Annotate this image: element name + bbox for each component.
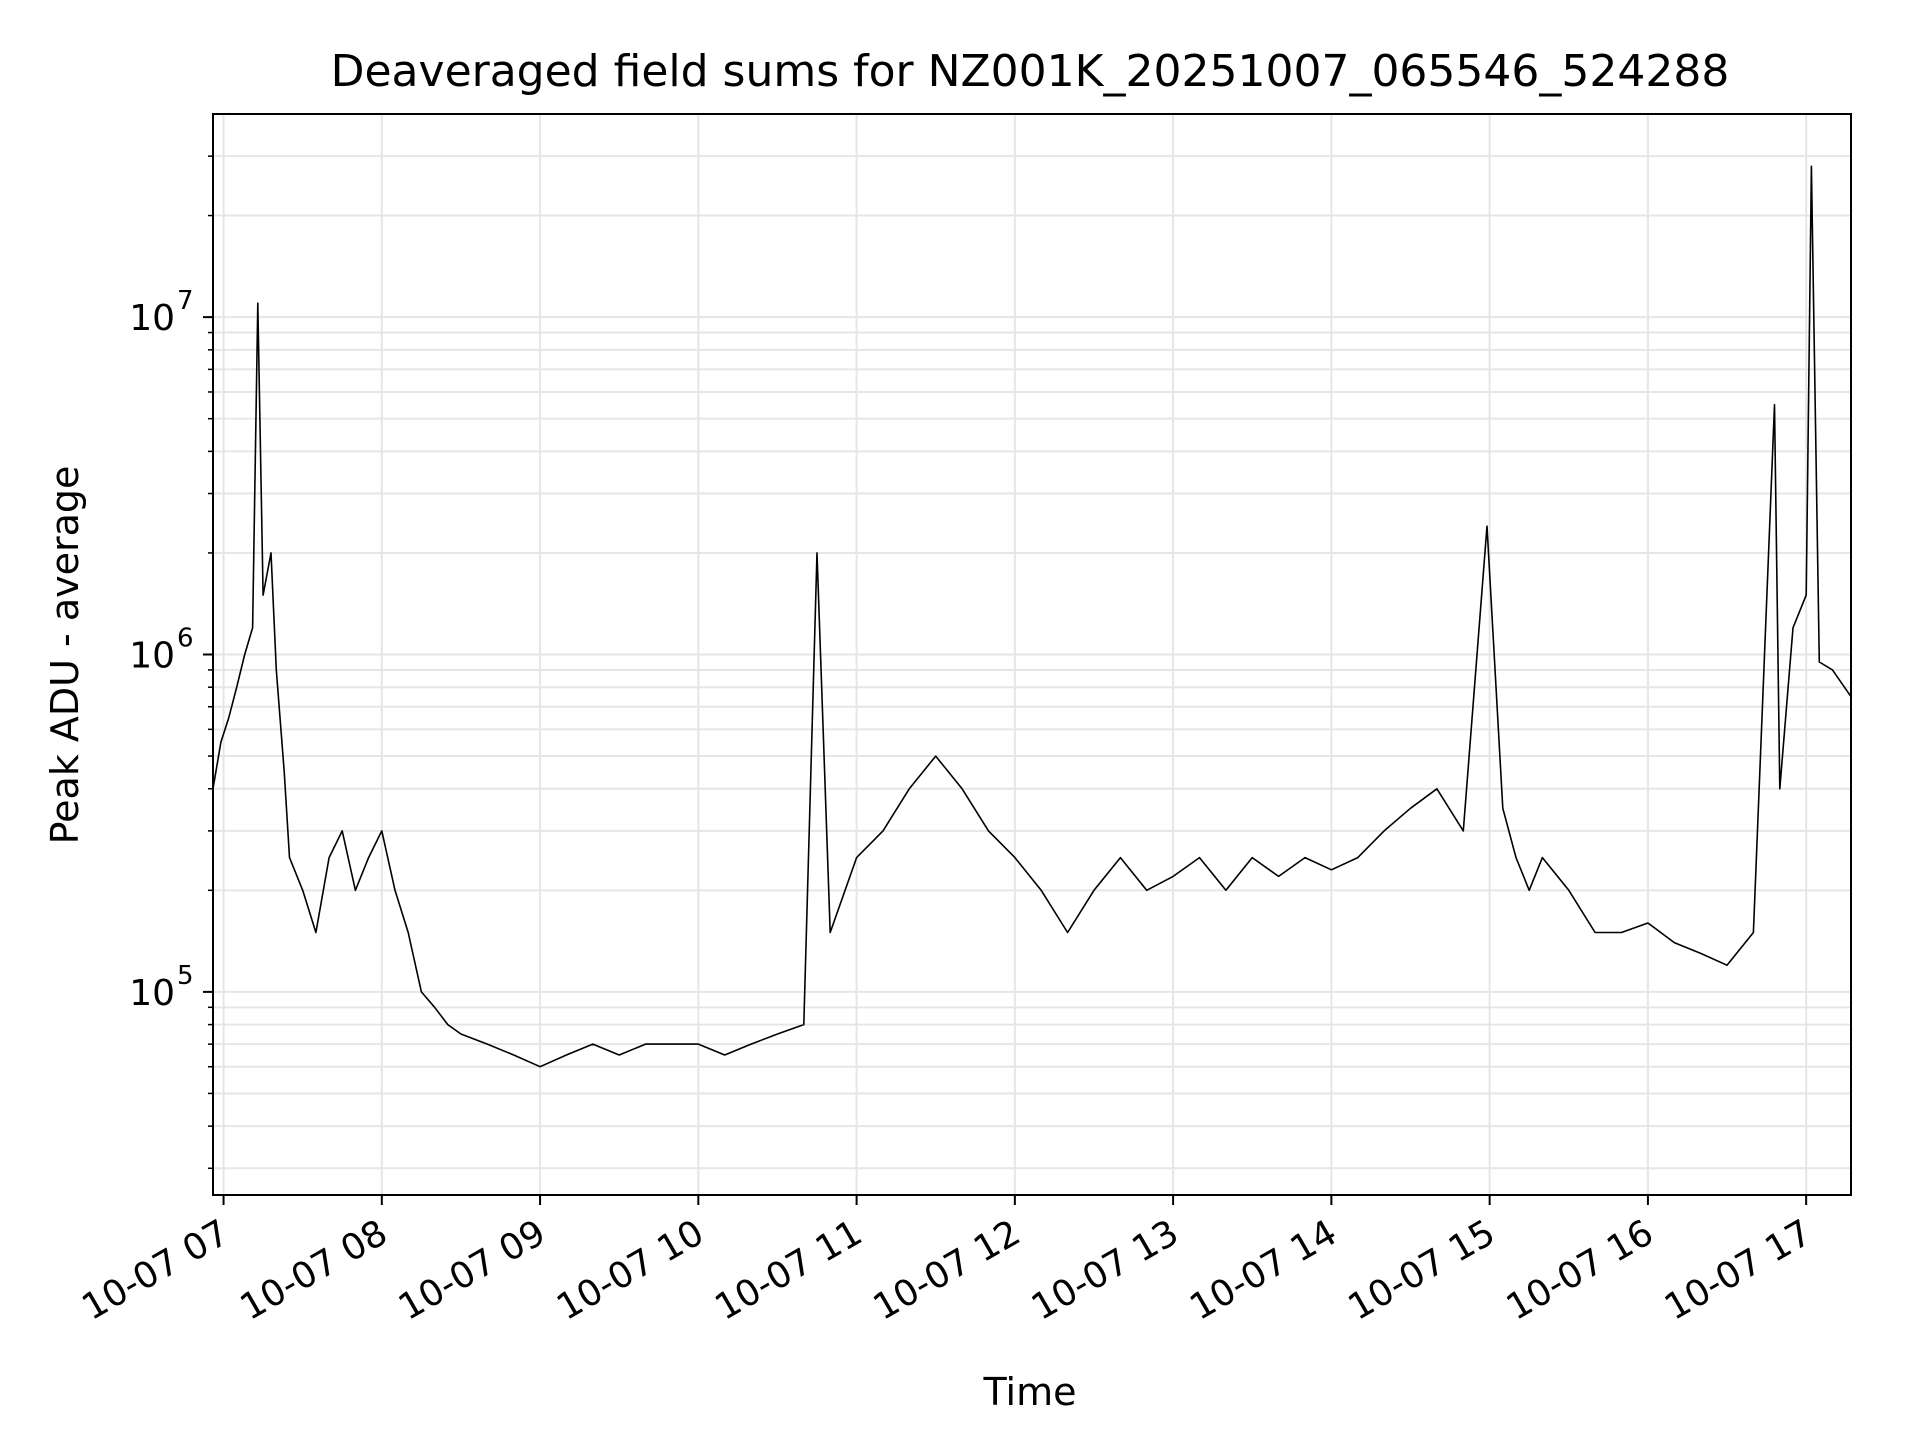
grid bbox=[213, 114, 1851, 1195]
series-line bbox=[212, 165, 1852, 1068]
y-tick-exponent: 5 bbox=[177, 961, 194, 991]
chart-title: Deaveraged field sums for NZ001K_2025100… bbox=[331, 46, 1730, 97]
x-axis-label: Time bbox=[983, 1370, 1077, 1414]
y-tick-exponent: 7 bbox=[177, 286, 194, 316]
y-tick-label: 10 bbox=[129, 636, 175, 677]
y-tick-label: 10 bbox=[129, 973, 175, 1014]
y-tick-label: 10 bbox=[129, 298, 175, 339]
y-tick-exponent: 6 bbox=[177, 624, 194, 654]
plot-area bbox=[212, 165, 1852, 1068]
y-axis-label: Peak ADU - average bbox=[43, 466, 87, 845]
